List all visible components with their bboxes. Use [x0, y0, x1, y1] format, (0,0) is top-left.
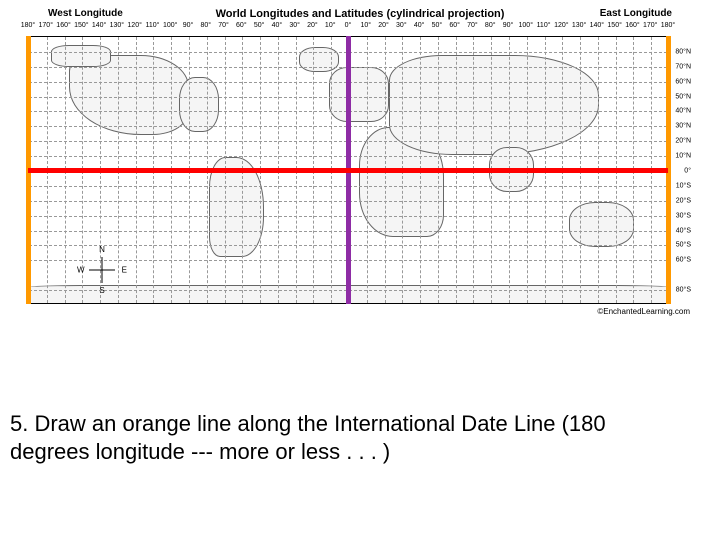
lat-label: 80°S	[676, 287, 691, 294]
lat-label: 50°N	[675, 93, 691, 100]
lon-label: 130°	[572, 22, 586, 29]
lon-label: 40°	[272, 22, 283, 29]
lon-label: 10°	[360, 22, 371, 29]
lon-label: 80°	[200, 22, 211, 29]
lon-label: 120°	[127, 22, 141, 29]
lon-label: 20°	[307, 22, 318, 29]
lon-label: 110°	[145, 22, 159, 29]
lon-label: 20°	[378, 22, 389, 29]
lat-label: 20°S	[676, 197, 691, 204]
lat-label: 70°N	[675, 63, 691, 70]
compass-rose: N S W E	[79, 247, 125, 293]
lon-label: 60°	[236, 22, 247, 29]
lat-label: 0°	[684, 168, 691, 175]
lon-label: 110°	[537, 22, 551, 29]
lat-label: 10°S	[676, 182, 691, 189]
lon-label: 60°	[449, 22, 460, 29]
lat-label: 10°N	[675, 153, 691, 160]
lon-label: 50°	[254, 22, 265, 29]
lon-label: 160°	[625, 22, 639, 29]
lat-label: 20°N	[675, 138, 691, 145]
compass-s: S	[99, 286, 104, 295]
lon-label: 50°	[432, 22, 443, 29]
highlight-line-horizontal	[28, 168, 668, 173]
compass-w: W	[77, 266, 85, 275]
question-text: 5. Draw an orange line along the Interna…	[10, 410, 690, 465]
lon-label: 170°	[643, 22, 657, 29]
map-title-center: World Longitudes and Latitudes (cylindri…	[216, 8, 505, 20]
compass-e: E	[122, 266, 127, 275]
lon-label: 150°	[607, 22, 621, 29]
lon-label: 120°	[554, 22, 568, 29]
lat-label: 50°S	[676, 242, 691, 249]
lon-label: 30°	[289, 22, 300, 29]
lon-label: 90°	[183, 22, 194, 29]
lon-label: 90°	[503, 22, 514, 29]
lon-label: 160°	[56, 22, 70, 29]
lon-label: 10°	[325, 22, 336, 29]
world-map-figure: West Longitude World Longitudes and Lati…	[18, 8, 702, 318]
lon-label: 140°	[92, 22, 106, 29]
lon-label: 80°	[485, 22, 496, 29]
lon-label: 100°	[163, 22, 177, 29]
map-credit: ©EnchantedLearning.com	[597, 307, 690, 316]
lon-label: 30°	[396, 22, 407, 29]
lat-label: 60°S	[676, 257, 691, 264]
lon-label: 170°	[39, 22, 53, 29]
lat-label: 40°N	[675, 108, 691, 115]
lon-label: 130°	[110, 22, 124, 29]
lat-label: 80°N	[675, 48, 691, 55]
lat-label: 30°S	[676, 212, 691, 219]
lon-label: 70°	[218, 22, 229, 29]
compass-n: N	[99, 245, 105, 254]
lon-label: 70°	[467, 22, 478, 29]
lon-label: 150°	[74, 22, 88, 29]
lon-label: 180°	[661, 22, 675, 29]
map-title-east: East Longitude	[600, 8, 672, 19]
lon-label: 180°	[21, 22, 35, 29]
lat-label: 40°S	[676, 227, 691, 234]
compass-axis-h	[89, 270, 115, 271]
lon-label: 0°	[345, 22, 352, 29]
lon-label: 100°	[519, 22, 533, 29]
lon-label: 40°	[414, 22, 425, 29]
map-title-west: West Longitude	[48, 8, 123, 19]
lat-label: 60°N	[675, 78, 691, 85]
lat-label: 30°N	[675, 123, 691, 130]
lon-label: 140°	[590, 22, 604, 29]
